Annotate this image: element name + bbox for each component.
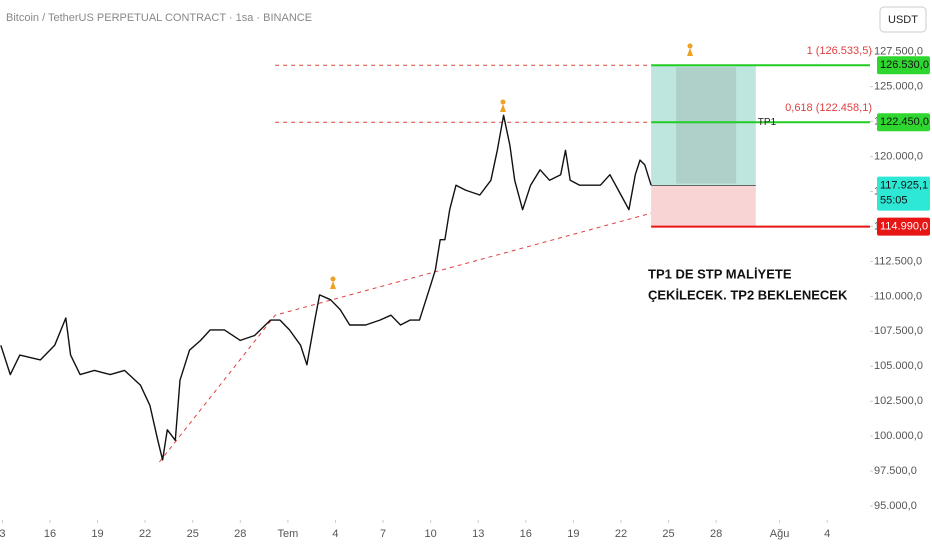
y-tick-label: 110.000,0 [874,290,922,302]
annotation: ÇEKİLECEK. TP2 BEKLENECEK [648,287,848,302]
marker-icon [687,43,693,49]
annotation: TP1 DE STP MALİYETE [648,266,792,281]
marker-icon [687,48,693,56]
price-tag [877,217,930,236]
loss-zone [651,185,756,227]
x-tick-label: Tem [277,528,298,540]
x-tick-label: 16 [44,528,56,540]
x-tick-label: 19 [567,528,579,540]
price-tag-label: 126.530,0 [880,59,929,71]
x-tick-label: 28 [710,528,722,540]
y-tick-label: 127.500,0 [874,46,923,58]
portrait-placeholder [676,67,737,184]
price-tag [877,176,930,211]
x-tick-label: Ağu [770,528,790,540]
y-tick-label: 112.500,0 [874,255,922,267]
x-tick-label: 28 [234,528,246,540]
x-tick-label: 10 [425,528,437,540]
x-tick-label: 13 [472,528,484,540]
price-tag [877,56,930,75]
price-tag-label: 114.990,0 [880,220,928,232]
tp-label: TP1 [758,117,777,128]
x-tick-label: 3 [0,528,5,540]
price-tag-label: 117.925,1 [880,179,928,191]
price-tag [877,113,930,132]
y-tick-label: 102.500,0 [874,395,923,407]
level-label: 0,618 (122.458,1) [785,102,872,114]
marker-icon [330,276,336,282]
y-tick-label: 107.500,0 [874,325,923,337]
marker-icon [500,104,506,112]
level-label: 1 (126.533,5) [807,45,872,57]
countdown-label: 55:05 [880,194,908,206]
y-tick-label: 125.000,0 [874,81,923,93]
price-tag-label: 122.450,0 [880,116,929,128]
price-line [0,114,652,461]
x-tick-label: 4 [332,528,338,540]
x-tick-label: 4 [824,528,830,540]
marker-icon [500,99,506,105]
x-tick-label: 7 [380,528,386,540]
y-tick-label: 120.000,0 [874,150,923,162]
profit-zone [651,65,756,186]
x-tick-label: 25 [187,528,199,540]
x-tick-label: 25 [662,528,674,540]
y-tick-label: 95.000,0 [874,500,917,512]
y-tick-label: 100.000,0 [874,430,923,442]
marker-icon [330,281,336,289]
currency-button[interactable] [879,6,927,33]
currency-label: USDT [888,14,918,26]
x-tick-label: 16 [520,528,532,540]
x-tick-label: 19 [91,528,103,540]
x-tick-label: 22 [139,528,151,540]
y-tick-label: 105.000,0 [874,360,923,372]
trendline [159,212,652,463]
y-tick-label: 97.500,0 [874,465,917,477]
chart-title: Bitcoin / TetherUS PERPETUAL CONTRACT · … [6,12,312,24]
x-tick-label: 22 [615,528,627,540]
